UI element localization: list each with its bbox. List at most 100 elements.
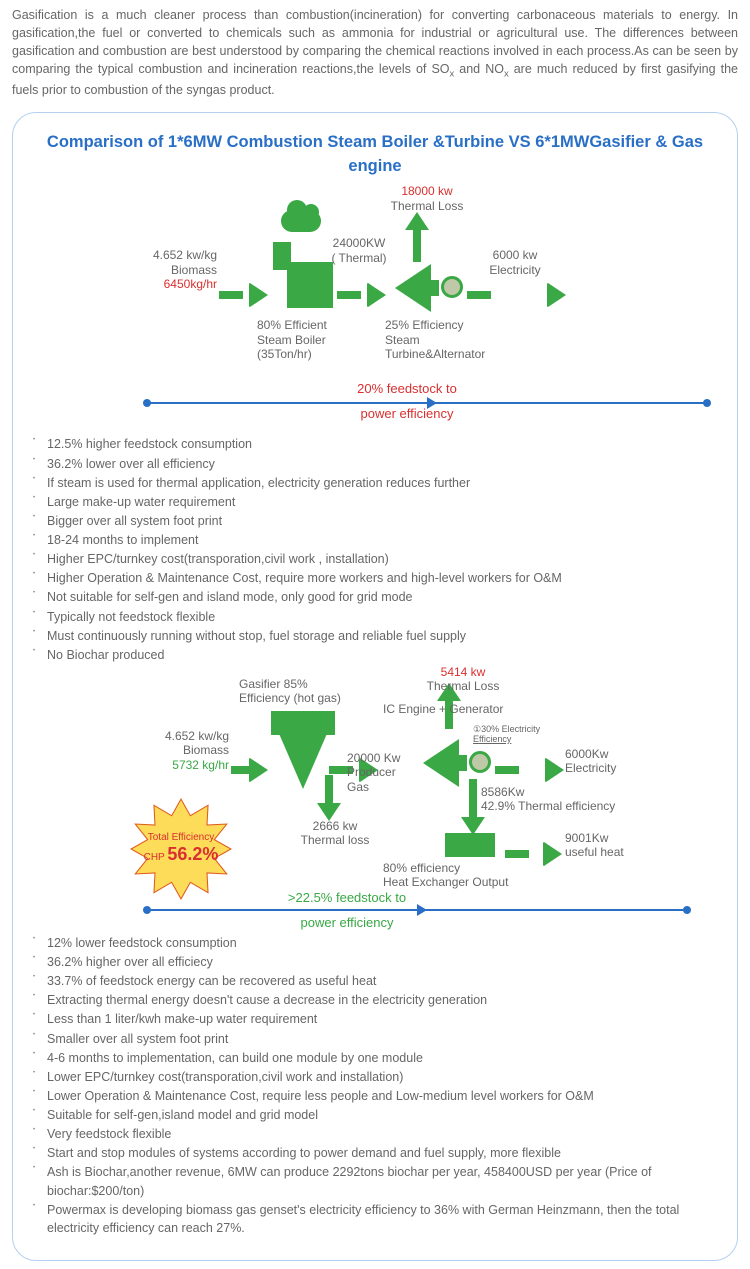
list-item: Higher Operation & Maintenance Cost, req… (33, 569, 723, 587)
elec-eff1: ①30% Electricity (473, 724, 540, 734)
loss1-label-b: 2666 kw Thermal loss (285, 819, 385, 848)
thermal-label-a: 24000KW ( Thermal) (319, 236, 399, 265)
biomass-lbl-a: Biomass (171, 263, 217, 277)
panel-title: Comparison of 1*6MW Combustion Steam Boi… (27, 131, 723, 179)
list-item: 18-24 months to implement (33, 531, 723, 549)
elec-kw-b: 6000Kw (565, 747, 608, 761)
heatex-label: 80% efficiency Heat Exchanger Output (383, 861, 553, 890)
loss-kw-a: 18000 kw (401, 184, 452, 198)
arrow-useful (505, 845, 561, 863)
loss2-label-b: 5414 kw Thermal Loss (413, 665, 513, 694)
therm-out-lbl: 42.9% Thermal efficiency (481, 799, 615, 813)
list-item: Extracting thermal energy doesn't cause … (33, 991, 723, 1009)
list-item: Lower Operation & Maintenance Cost, requ… (33, 1087, 723, 1105)
combustion-list: 12.5% higher feedstock consumption 36.2%… (27, 430, 723, 669)
gasifier-lbl: Efficiency (hot gas) (239, 691, 341, 705)
star-badge: Total Efficiency CHP 56.2% (129, 797, 233, 901)
list-item: If steam is used for thermal application… (33, 474, 723, 492)
elec-lbl-b: Electricity (565, 761, 616, 775)
star-pct: 56.2% (167, 844, 218, 864)
heatex-lbl: Heat Exchanger Output (383, 875, 508, 889)
list-item: 36.2% lower over all efficiency (33, 455, 723, 473)
pg-lbl2: Gas (347, 780, 369, 794)
thermal-kw-a: 24000KW (333, 236, 386, 250)
biomass-kw-a: 4.652 kw/kg (153, 248, 217, 262)
boiler-label: 80% Efficient Steam Boiler (35Ton/hr) (257, 318, 377, 361)
pg-kw: 20000 Kw (347, 751, 400, 765)
arrow-feed-b (231, 761, 267, 779)
turbine-icon-b (423, 739, 459, 787)
comparison-panel: Comparison of 1*6MW Combustion Steam Boi… (12, 112, 738, 1261)
arrow-therm-dn (469, 779, 477, 819)
arrow-thermal-a (337, 286, 385, 304)
list-item: 4-6 months to implementation, can build … (33, 1049, 723, 1067)
biomass-label-a: 4.652 kw/kg Biomass 6450kg/hr (127, 248, 217, 291)
pg-label: 20000 Kw Producer Gas (347, 751, 425, 794)
list-item: 33.7% of feedstock energy can be recover… (33, 972, 723, 990)
list-item: Must continuously running without stop, … (33, 627, 723, 645)
list-item: Ash is Biochar,another revenue, 6MW can … (33, 1163, 723, 1199)
biomass-kw-b: 4.652 kw/kg (165, 729, 229, 743)
list-item: No Biochar produced (33, 646, 723, 664)
biomass-label-b: 4.652 kw/kg Biomass 5732 kg/hr (141, 729, 229, 772)
arrow-elec-a (467, 286, 565, 304)
turb-lbl1-a: Steam (385, 333, 420, 347)
gasifier-eff: Gasifier 85% (239, 677, 308, 691)
diagram-gasifier: 4.652 kw/kg Biomass 5732 kg/hr Gasifier … (107, 669, 707, 929)
feed-rate-b: 5732 kg/hr (172, 758, 229, 772)
star-t2: CHP (144, 852, 168, 863)
arrow-loss-a (413, 228, 421, 262)
generator-icon-a (441, 276, 463, 298)
star-text: Total Efficiency CHP 56.2% (144, 832, 219, 866)
intro-text-and: and NO (454, 62, 504, 76)
gasifier-label: Gasifier 85% Efficiency (hot gas) (239, 677, 379, 706)
elec-eff-label: ①30% Electricity Efficiency (473, 725, 559, 745)
list-item: Higher EPC/turnkey cost(transporation,ci… (33, 550, 723, 568)
eff-text2-a: power efficiency (361, 406, 454, 421)
list-item: Bigger over all system foot print (33, 512, 723, 530)
list-item: Typically not feedstock flexible (33, 608, 723, 626)
diagram-combustion: 4.652 kw/kg Biomass 6450kg/hr 80% Effici… (127, 190, 687, 430)
list-item: Very feedstock flexible (33, 1125, 723, 1143)
elec-label-b: 6000Kw Electricity (565, 747, 641, 776)
arrow-loss1-b (325, 775, 333, 805)
boiler-icon (287, 262, 333, 308)
thermal-lbl-a: ( Thermal) (331, 251, 386, 265)
boiler-lbl: Steam Boiler (257, 333, 326, 347)
loss-label-a: 18000 kw Thermal Loss (377, 184, 477, 213)
arrow-elec-b (495, 761, 563, 779)
list-item: Less than 1 liter/kwh make-up water requ… (33, 1010, 723, 1028)
list-item: Start and stop modules of systems accord… (33, 1144, 723, 1162)
list-item: 12% lower feedstock consumption (33, 934, 723, 952)
turb-lbl2-a: Turbine&Alternator (385, 347, 485, 361)
turbine-label-a: 25% Efficiency Steam Turbine&Alternator (385, 318, 525, 361)
star-t1: Total Efficiency (148, 832, 215, 843)
efficiency-label-b: >22.5% feedstock to power efficiency (0, 889, 707, 927)
list-item: Large make-up water requirement (33, 493, 723, 511)
biomass-lbl-b: Biomass (183, 743, 229, 757)
heatex-eff: 80% efficiency (383, 861, 460, 875)
elec-eff2: Efficiency (473, 734, 511, 744)
turbine-icon-a (395, 264, 431, 312)
list-item: Smaller over all system foot print (33, 1030, 723, 1048)
list-item: Not suitable for self-gen and island mod… (33, 588, 723, 606)
useful-kw: 9001Kw (565, 831, 608, 845)
loss2-lbl-b: Thermal Loss (427, 679, 500, 693)
heatex-icon (445, 833, 495, 857)
turb-eff-a: 25% Efficiency (385, 318, 464, 332)
therm-out-kw: 8586Kw (481, 785, 524, 799)
list-item: 12.5% higher feedstock consumption (33, 435, 723, 453)
list-item: Lower EPC/turnkey cost(transporation,civ… (33, 1068, 723, 1086)
intro-paragraph: Gasification is a much cleaner process t… (12, 6, 738, 100)
boiler-rate: (35Ton/hr) (257, 347, 312, 361)
eff-text2-b: power efficiency (301, 915, 394, 930)
elec-lbl-a: Electricity (489, 263, 540, 277)
eff-text1-a: 20% feedstock to (357, 381, 457, 396)
list-item: 36.2% higher over all efficiecy (33, 953, 723, 971)
arrow-feed-a (219, 286, 267, 304)
cloud-icon (281, 210, 321, 232)
useful-lbl: useful heat (565, 845, 624, 859)
loss1-lbl-b: Thermal loss (301, 833, 370, 847)
list-item: Suitable for self-gen,island model and g… (33, 1106, 723, 1124)
elec-label-a: 6000 kw Electricity (475, 248, 555, 277)
